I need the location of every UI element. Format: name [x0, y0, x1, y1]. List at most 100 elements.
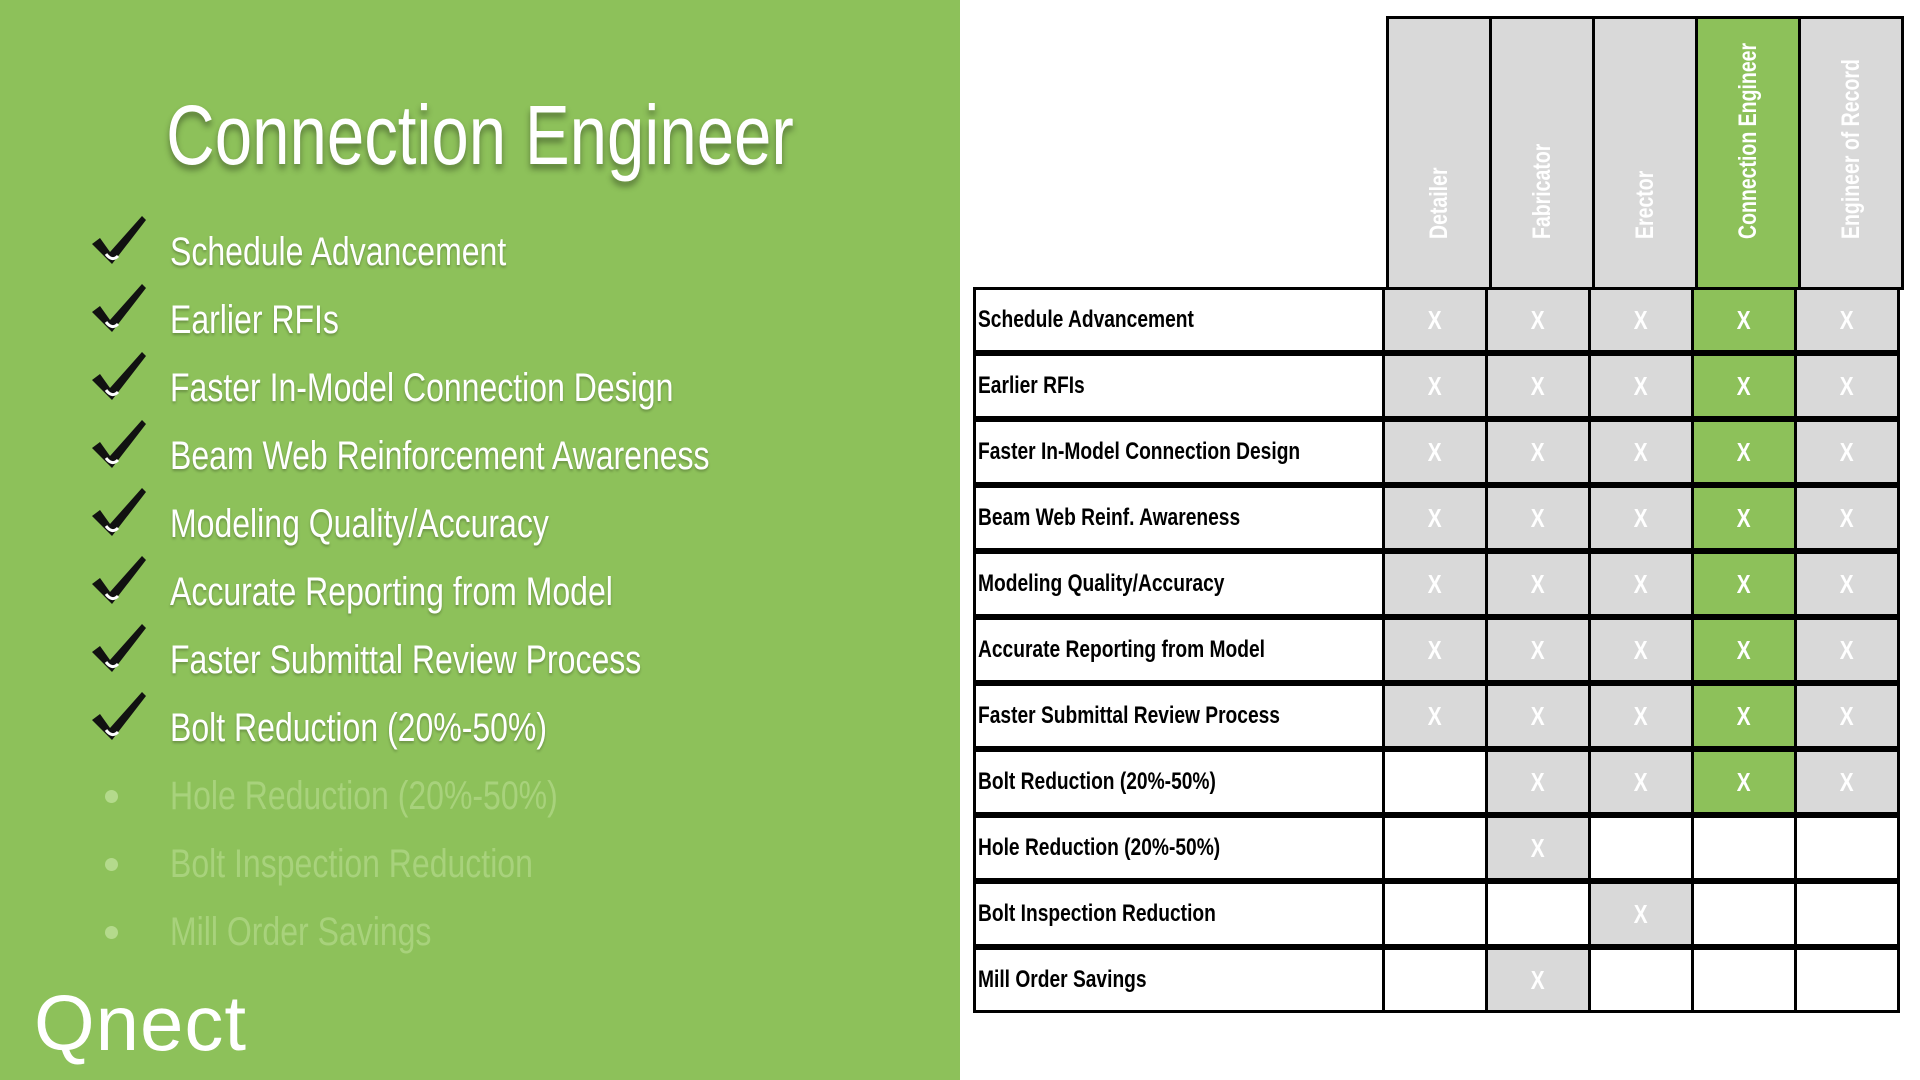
column-header: Engineer of Record [1798, 16, 1904, 290]
benefit-label: Earlier RFIs [170, 298, 339, 342]
benefit-item: Bolt Reduction (20%-50%) [90, 692, 930, 762]
matrix-cell [1382, 881, 1488, 947]
benefit-label: Faster Submittal Review Process [170, 638, 642, 682]
x-mark: X [1634, 568, 1648, 599]
benefit-item: Schedule Advancement [90, 216, 930, 286]
matrix-cell: X [1382, 287, 1488, 353]
slide-title: Connection Engineer [166, 88, 794, 182]
matrix-row: Schedule Advancement X X X X X [973, 287, 1900, 353]
x-mark: X [1428, 304, 1442, 335]
benefit-label: Schedule Advancement [170, 230, 507, 274]
x-mark: X [1737, 766, 1751, 797]
matrix-cell [1794, 947, 1900, 1013]
qnect-logo: Qnect [34, 979, 248, 1067]
matrix-row: Hole Reduction (20%-50%) X [973, 815, 1900, 881]
matrix-cell: X [1588, 287, 1694, 353]
benefit-item: Faster In-Model Connection Design [90, 352, 930, 422]
row-label: Bolt Reduction (20%-50%) [978, 768, 1216, 795]
x-mark: X [1634, 898, 1648, 929]
matrix-rows: Schedule Advancement X X X X X Earlier RFIs X X X… [973, 287, 1900, 1013]
row-label: Beam Web Reinf. Awareness [978, 504, 1241, 531]
benefit-item: Modeling Quality/Accuracy [90, 488, 930, 558]
x-mark: X [1531, 964, 1545, 995]
x-mark: X [1531, 304, 1545, 335]
x-mark: X [1840, 634, 1854, 665]
x-mark: X [1737, 436, 1751, 467]
matrix-cell: X [1485, 353, 1591, 419]
matrix-cell [1382, 947, 1488, 1013]
column-header-label: Detailer [1425, 167, 1453, 239]
checkmark-icon [92, 692, 146, 740]
matrix-cell [1794, 881, 1900, 947]
x-mark: X [1531, 568, 1545, 599]
matrix-cell: X [1794, 683, 1900, 749]
matrix-cell: X [1588, 617, 1694, 683]
matrix-cell: X [1691, 683, 1797, 749]
x-mark: X [1840, 304, 1854, 335]
x-mark: X [1840, 370, 1854, 401]
row-label-cell: Bolt Inspection Reduction [973, 881, 1385, 947]
matrix-cell: X [1485, 617, 1591, 683]
matrix-cell: X [1382, 485, 1488, 551]
x-mark: X [1634, 370, 1648, 401]
matrix-cell: X [1485, 287, 1591, 353]
matrix-row: Faster Submittal Review Process X X X X X [973, 683, 1900, 749]
matrix-column-headers: Detailer Fabricator Erector Connection Engi… [1386, 16, 1904, 290]
column-header-label: Erector [1631, 170, 1659, 239]
matrix-cell: X [1794, 353, 1900, 419]
matrix-row: Mill Order Savings X [973, 947, 1900, 1013]
matrix-cell [1588, 815, 1694, 881]
matrix-cell: X [1794, 485, 1900, 551]
matrix-cell: X [1794, 287, 1900, 353]
matrix-cell: X [1794, 551, 1900, 617]
matrix-row: Accurate Reporting from Model X X X X X [973, 617, 1900, 683]
x-mark: X [1531, 700, 1545, 731]
x-mark: X [1428, 700, 1442, 731]
matrix-cell: X [1794, 419, 1900, 485]
matrix-cell: X [1588, 683, 1694, 749]
matrix-row: Bolt Inspection Reduction X [973, 881, 1900, 947]
matrix-cell: X [1691, 749, 1797, 815]
x-mark: X [1428, 502, 1442, 533]
matrix-cell: X [1485, 551, 1591, 617]
x-mark: X [1428, 436, 1442, 467]
benefit-list: Schedule Advancement Earlier RFIs Faster I… [90, 216, 930, 966]
row-label: Faster Submittal Review Process [978, 702, 1280, 729]
column-header-label: Connection Engineer [1734, 42, 1762, 239]
checkmark-icon [92, 488, 146, 536]
row-label: Earlier RFIs [978, 372, 1085, 399]
x-mark: X [1737, 568, 1751, 599]
row-label: Schedule Advancement [978, 306, 1194, 333]
x-mark: X [1840, 766, 1854, 797]
matrix-cell: X [1794, 749, 1900, 815]
checkmark-icon [92, 284, 146, 332]
left-panel: Connection Engineer Schedule Advancement… [0, 0, 960, 1080]
x-mark: X [1531, 370, 1545, 401]
column-header: Fabricator [1489, 16, 1595, 290]
matrix-cell: X [1485, 815, 1591, 881]
matrix-cell: X [1588, 749, 1694, 815]
matrix-cell: X [1588, 485, 1694, 551]
matrix-row: Earlier RFIs X X X X X [973, 353, 1900, 419]
benefit-label: Mill Order Savings [170, 910, 432, 954]
benefit-label: Accurate Reporting from Model [170, 570, 613, 614]
matrix-cell: X [1382, 419, 1488, 485]
x-mark: X [1840, 436, 1854, 467]
row-label: Mill Order Savings [978, 966, 1147, 993]
x-mark: X [1840, 568, 1854, 599]
benefit-label: Faster In-Model Connection Design [170, 366, 674, 410]
column-header-label: Engineer of Record [1837, 59, 1865, 239]
matrix-cell: X [1691, 419, 1797, 485]
column-header: Erector [1592, 16, 1698, 290]
checkmark-icon [92, 216, 146, 264]
bullet-dot-icon [105, 790, 118, 803]
matrix-cell: X [1485, 683, 1591, 749]
x-mark: X [1428, 568, 1442, 599]
benefit-item: Bolt Inspection Reduction [90, 830, 930, 898]
bullet-dot-icon [105, 858, 118, 871]
x-mark: X [1634, 502, 1648, 533]
matrix-cell [1691, 881, 1797, 947]
matrix-cell: X [1691, 353, 1797, 419]
x-mark: X [1428, 634, 1442, 665]
row-label-cell: Mill Order Savings [973, 947, 1385, 1013]
